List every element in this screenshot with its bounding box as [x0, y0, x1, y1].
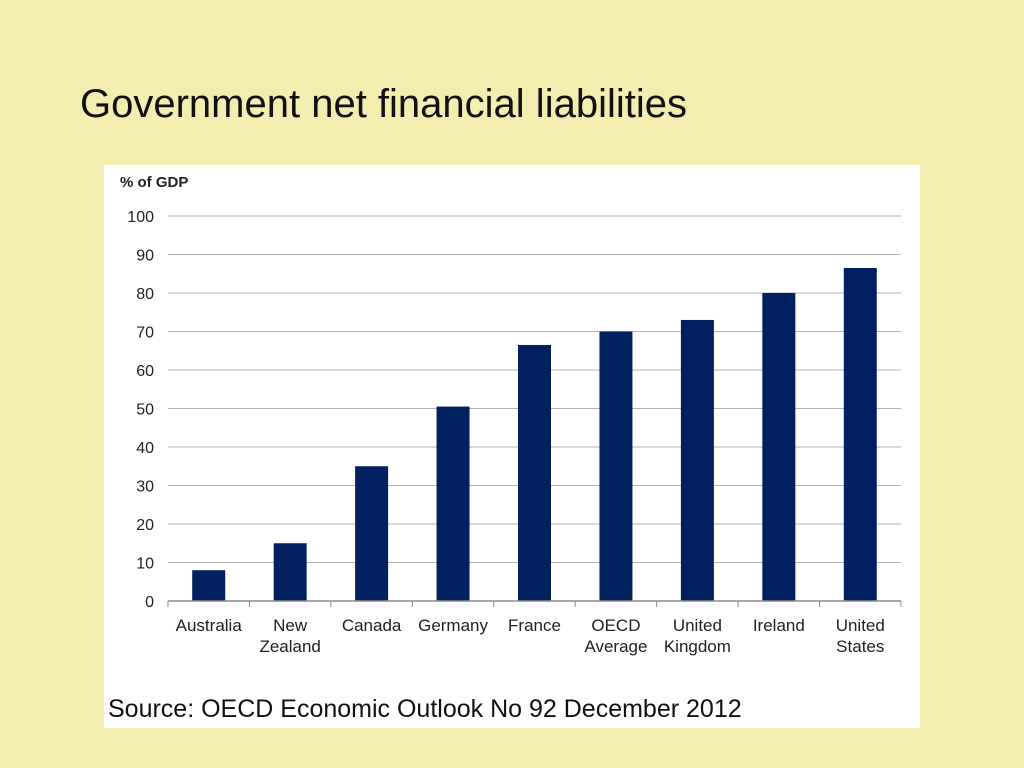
y-tick-label: 70	[136, 325, 154, 342]
x-tick-label-line: States	[836, 637, 884, 656]
x-tick-label: France	[508, 616, 561, 635]
bar	[273, 543, 307, 601]
y-tick-label: 100	[127, 209, 154, 226]
x-tick-label: Canada	[342, 616, 402, 635]
x-tick-labels: Australia New Zealand Canada Germany France OE…	[176, 616, 885, 656]
y-axis-label: % of GDP	[120, 174, 188, 191]
x-tick-label: United Kingdom	[664, 616, 731, 656]
bar	[355, 466, 389, 601]
x-tick-label-line: Average	[584, 637, 647, 656]
bar-chart: % of GDP 0 10 20 30 40 50 60 70 80 90 100 Australi…	[120, 174, 902, 656]
x-axis	[167, 600, 902, 607]
y-tick-label: 40	[136, 440, 154, 457]
y-tick-label: 90	[136, 248, 154, 265]
x-tick-label: OECD Average	[584, 616, 647, 656]
y-tick-label: 60	[136, 363, 154, 380]
x-tick-label-line: Germany	[418, 616, 488, 635]
x-tick-label-line: OECD	[591, 616, 640, 635]
x-tick-label-line: United	[673, 616, 722, 635]
x-tick-label-line: Ireland	[753, 616, 805, 635]
bar	[599, 331, 633, 601]
chart-panel: % of GDP 0 10 20 30 40 50 60 70 80 90 100 Australi…	[104, 165, 920, 728]
y-tick-label: 30	[136, 479, 154, 496]
bar	[436, 406, 470, 601]
chart-source: Source: OECD Economic Outlook No 92 Dece…	[108, 695, 742, 723]
x-tick-label-line: Zealand	[259, 637, 320, 656]
x-tick-label-line: Australia	[176, 616, 243, 635]
x-tick-label-line: New	[273, 616, 308, 635]
x-tick-label-line: Canada	[342, 616, 402, 635]
y-tick-label: 0	[145, 594, 154, 611]
x-tick-label: Ireland	[753, 616, 805, 635]
bar	[762, 293, 796, 601]
x-tick-label-line: United	[836, 616, 885, 635]
x-tick-label-line: Kingdom	[664, 637, 731, 656]
bar	[680, 319, 714, 601]
bar	[843, 267, 877, 601]
y-tick-label: 80	[136, 286, 154, 303]
bars	[192, 267, 877, 601]
x-tick-label: United States	[836, 616, 885, 656]
bar	[518, 344, 551, 601]
y-tick-labels: 0 10 20 30 40 50 60 70 80 90 100	[127, 209, 154, 611]
bar	[192, 570, 226, 601]
slide-title: Government net financial liabilities	[80, 82, 687, 126]
y-tick-label: 10	[136, 556, 154, 573]
y-tick-label: 50	[136, 402, 154, 419]
x-tick-label: Australia	[176, 616, 243, 635]
x-tick-label: Germany	[418, 616, 488, 635]
x-tick-label: New Zealand	[259, 616, 320, 656]
y-tick-label: 20	[136, 517, 154, 534]
x-tick-label-line: France	[508, 616, 561, 635]
